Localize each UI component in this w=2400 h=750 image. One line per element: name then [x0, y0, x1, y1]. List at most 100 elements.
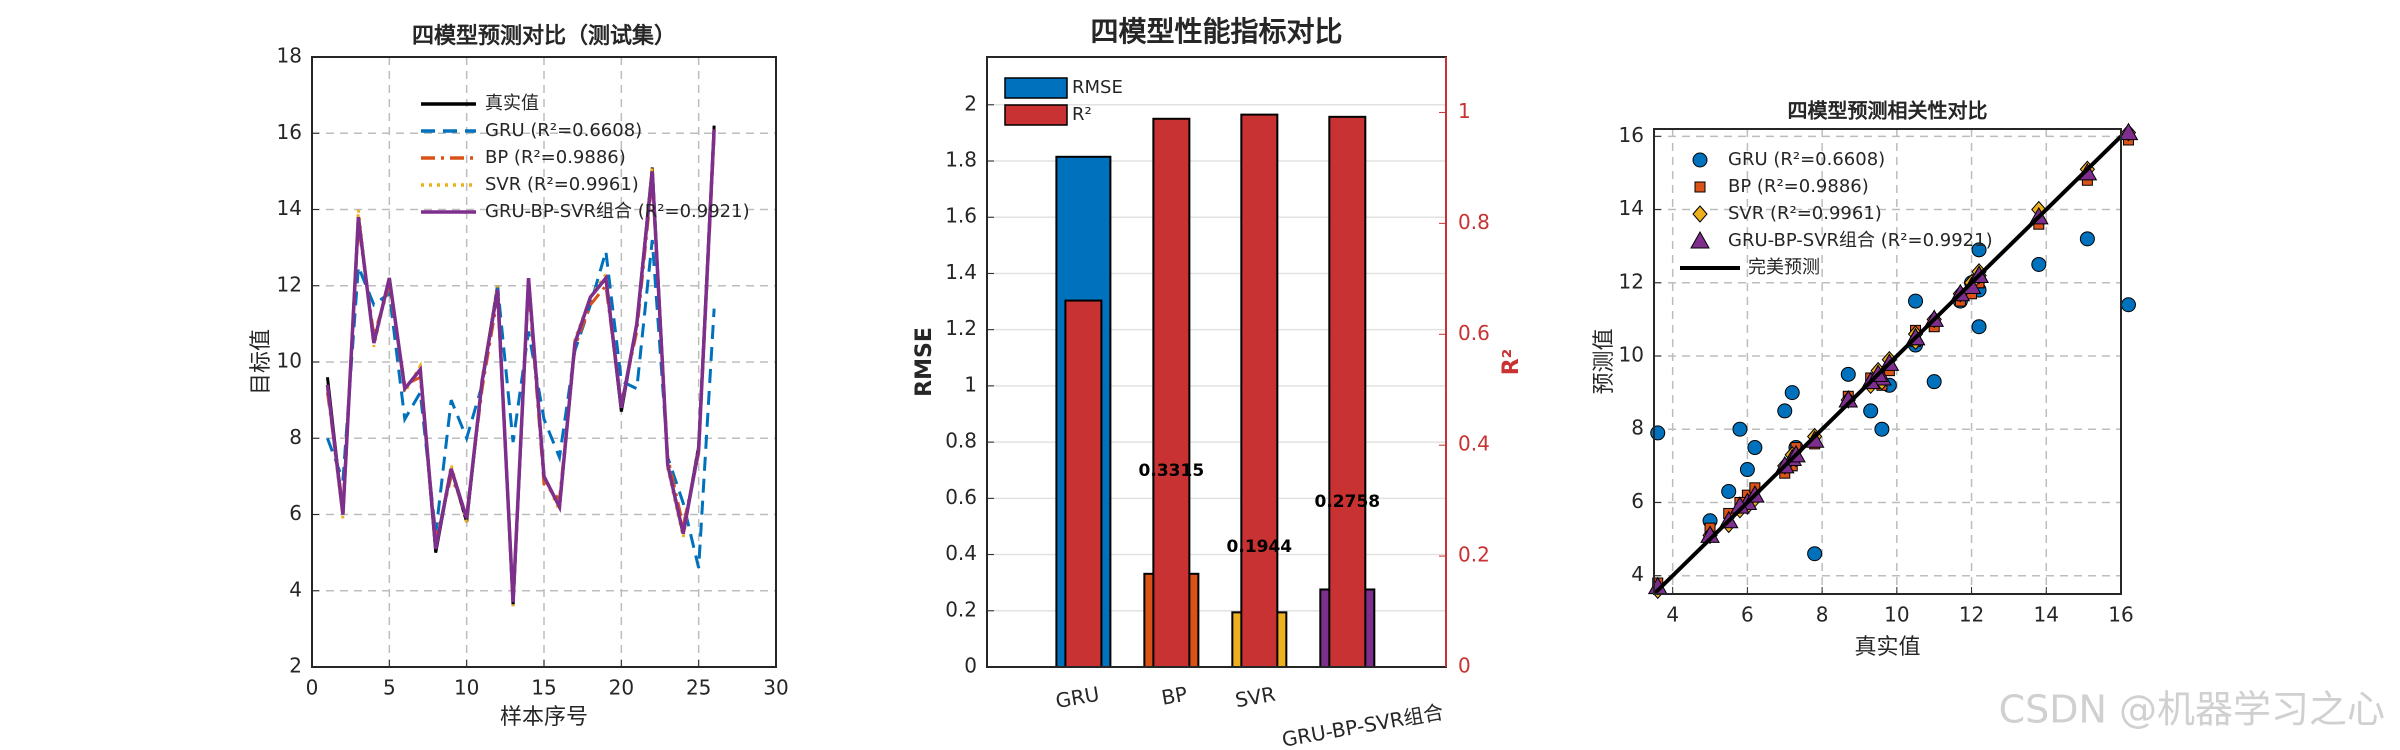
- y-tick-label: 0.2: [945, 597, 977, 621]
- legend-label: 完美预测: [1748, 257, 1820, 278]
- y-tick-label: 12: [1619, 269, 1644, 293]
- x-tick-label: 6: [1741, 603, 1754, 627]
- bar: [1152, 117, 1191, 668]
- legend-label: GRU (R²=0.6608): [1728, 149, 1885, 170]
- y2-tick-label: 0.2: [1458, 543, 1490, 567]
- x-tick-label: 15: [531, 676, 556, 700]
- x-tick-label: 5: [383, 676, 396, 700]
- scatter-point: [1732, 421, 1748, 437]
- chart-title: 四模型预测相关性对比: [1788, 99, 1988, 123]
- y-tick-label: 14: [1619, 196, 1644, 220]
- line-series: [326, 239, 716, 569]
- legend-swatch: [1004, 104, 1068, 126]
- y2-tick-label: 0.8: [1458, 210, 1490, 234]
- legend-swatch: [1690, 230, 1710, 249]
- y-axis-label: 目标值: [249, 329, 274, 395]
- y-tick-label: 8: [289, 425, 302, 449]
- scatter-point: [1863, 403, 1879, 419]
- y-tick-label: 2: [964, 91, 977, 115]
- y-axis-label: 预测值: [1592, 328, 1617, 394]
- y-tick-label: 0.8: [945, 429, 977, 453]
- legend-label: GRU-BP-SVR组合 (R²=0.9921): [485, 201, 750, 222]
- y-tick-label: 1.6: [945, 204, 977, 228]
- x-tick-label: 16: [2108, 603, 2133, 627]
- scatter-point: [1840, 366, 1856, 382]
- scatter-point: [2031, 256, 2047, 272]
- legend-swatch: [1694, 181, 1706, 193]
- data-label: 0.3315: [1139, 461, 1205, 481]
- y-tick-label: 10: [277, 349, 302, 373]
- y-tick-label: 12: [277, 272, 302, 296]
- y-tick-label: 6: [289, 501, 302, 525]
- scatter-point: [1971, 319, 1987, 335]
- x-tick-label: 20: [609, 676, 634, 700]
- x-tick-label: 12: [1959, 603, 1984, 627]
- scatter-point: [1747, 440, 1763, 456]
- scatter-point: [2120, 297, 2136, 313]
- scatter-point: [1721, 483, 1737, 499]
- line-series: [325, 129, 716, 603]
- x-tick-label: 0: [306, 676, 319, 700]
- scatter-point: [1650, 425, 1666, 441]
- scatter-point: [1807, 546, 1823, 562]
- scatter-point: [1784, 385, 1800, 401]
- scatter-point: [1908, 293, 1924, 309]
- y-tick-label: 6: [1631, 489, 1644, 513]
- y-tick-label: 4: [289, 577, 302, 601]
- y-tick-label: 4: [1631, 562, 1644, 586]
- scatter-point: [1739, 462, 1755, 478]
- axes-frame: [311, 56, 777, 668]
- x-tick-label: 30: [763, 676, 788, 700]
- legend-swatch: [1004, 77, 1068, 99]
- data-label: 0.2758: [1315, 492, 1381, 512]
- y-tick-label: 0: [964, 654, 977, 678]
- x-axis-label: 真实值: [1854, 635, 1920, 660]
- y-tick-label: 2: [289, 654, 302, 678]
- y-tick-label: 1.4: [945, 260, 977, 284]
- y-tick-label: 18: [277, 44, 302, 68]
- legend-label: GRU (R²=0.6608): [485, 120, 642, 141]
- y-tick-label: 16: [1619, 123, 1644, 147]
- x-tick-label: 10: [1884, 603, 1909, 627]
- scatter-point: [2118, 122, 2139, 141]
- y-tick-label: 8: [1631, 416, 1644, 440]
- scatter-point: [1971, 242, 1987, 258]
- y2-tick-label: 0.6: [1458, 321, 1490, 345]
- y2-axis-label: R²: [1499, 349, 1524, 376]
- watermark: CSDN @机器学习之心: [1999, 688, 2385, 732]
- legend-label: SVR (R²=0.9961): [1728, 203, 1882, 224]
- x-tick-label: BP: [1160, 682, 1190, 710]
- y-tick-label: 14: [277, 196, 302, 220]
- legend-label: SVR (R²=0.9961): [485, 174, 639, 195]
- y-tick-label: 0.6: [945, 485, 977, 509]
- axes-frame: [1653, 128, 2122, 595]
- y-tick-label: 1: [964, 372, 977, 396]
- scatter-point: [1777, 403, 1793, 419]
- legend-label: GRU-BP-SVR组合 (R²=0.9921): [1728, 230, 1993, 251]
- y2-tick-label: 0.4: [1458, 432, 1490, 456]
- bar: [1240, 113, 1279, 669]
- reference-line: [1652, 134, 2123, 596]
- x-tick-label: 14: [2034, 603, 2059, 627]
- y-tick-label: 1.2: [945, 316, 977, 340]
- chart-title: 四模型性能指标对比: [1090, 15, 1342, 48]
- scatter-point: [1926, 374, 1942, 390]
- bar: [1064, 299, 1103, 668]
- y-axis-label: RMSE: [912, 327, 937, 397]
- scatter-point: [1874, 421, 1890, 437]
- x-tick-label: GRU: [1054, 682, 1102, 713]
- legend-label: BP (R²=0.9886): [485, 147, 626, 168]
- y2-tick-label: 1: [1458, 99, 1471, 123]
- y-tick-label: 1.8: [945, 148, 977, 172]
- y-tick-label: 10: [1619, 343, 1644, 367]
- legend-label: 真实值: [485, 93, 539, 114]
- x-axis-label: 样本序号: [500, 705, 588, 730]
- y-tick-label: 0.4: [945, 541, 977, 565]
- y2-tick-label: 0: [1458, 654, 1471, 678]
- x-tick-label: 25: [686, 676, 711, 700]
- x-tick-label: GRU-BP-SVR组合: [1280, 700, 1445, 750]
- x-tick-label: 10: [454, 676, 479, 700]
- x-tick-label: 8: [1816, 603, 1829, 627]
- y-tick-label: 16: [277, 120, 302, 144]
